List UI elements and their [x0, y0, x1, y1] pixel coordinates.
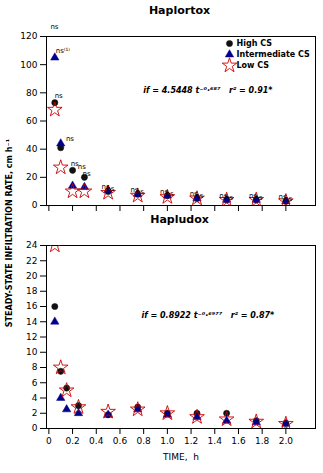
svg-text:40: 40 — [26, 144, 38, 154]
svg-text:if = 4.5448 t⁻⁰·⁶⁸⁷ r² = 0.9: if = 4.5448 t⁻⁰·⁶⁸⁷ r² = 0.91* — [143, 86, 273, 95]
svg-text:ns⁽¹⁾: ns⁽¹⁾ — [56, 47, 71, 55]
svg-text:ns: ns — [160, 187, 169, 196]
svg-text:10: 10 — [26, 347, 38, 357]
svg-text:TIME, h: TIME, h — [162, 452, 199, 462]
svg-text:if = 0.8922 t⁻⁰·⁶⁹⁷⁷ r² = 0.: if = 0.8922 t⁻⁰·⁶⁹⁷⁷ r² = 0.87* — [142, 311, 276, 320]
svg-text:ns: ns — [195, 192, 203, 200]
svg-text:6: 6 — [32, 378, 38, 388]
svg-text:STEADY-STATE INFILTRATION RATE: STEADY-STATE INFILTRATION RATE, cm h⁻¹ — [5, 138, 14, 327]
svg-text:ns: ns — [55, 92, 63, 100]
svg-text:8: 8 — [32, 362, 38, 372]
svg-text:2.0: 2.0 — [279, 436, 294, 446]
svg-text:16: 16 — [26, 301, 38, 311]
html-text:nsns: nsns — [70, 160, 86, 171]
svg-text:Intermediate CS: Intermediate CS — [237, 50, 311, 59]
svg-text:ns: ns — [284, 195, 292, 203]
svg-text:ns: ns — [66, 135, 74, 143]
svg-text:1.4: 1.4 — [208, 436, 223, 446]
svg-text:14: 14 — [26, 317, 38, 327]
svg-text:0.8: 0.8 — [137, 436, 152, 446]
svg-text:ns: ns — [165, 190, 173, 198]
svg-text:ns: ns — [278, 192, 287, 201]
svg-text:1.8: 1.8 — [255, 436, 270, 446]
svg-text:20: 20 — [26, 172, 38, 182]
svg-text:0: 0 — [32, 423, 38, 433]
svg-text:0: 0 — [32, 200, 38, 210]
svg-text:1.0: 1.0 — [160, 436, 175, 446]
svg-text:22: 22 — [26, 256, 37, 266]
svg-text:ns: ns — [50, 23, 58, 31]
html-text:Hapludox: Hapludox — [150, 213, 209, 226]
svg-text:0: 0 — [46, 436, 52, 446]
svg-text:ns: ns — [219, 192, 228, 201]
svg-text:ns: ns — [248, 192, 257, 201]
svg-text:ns: ns — [225, 194, 233, 202]
svg-text:1.2: 1.2 — [184, 436, 198, 446]
svg-text:18: 18 — [26, 286, 38, 296]
svg-text:ns: ns — [106, 185, 114, 193]
svg-text:80: 80 — [26, 88, 38, 98]
svg-text:2: 2 — [32, 408, 38, 418]
svg-text:Low CS: Low CS — [237, 61, 270, 70]
svg-text:ns: ns — [130, 186, 139, 195]
svg-text:60: 60 — [26, 116, 38, 126]
svg-text:ns: ns — [136, 188, 144, 196]
svg-text:ns: ns — [83, 170, 91, 178]
svg-text:100: 100 — [20, 60, 37, 70]
svg-text:ns: ns — [189, 190, 198, 199]
svg-text:12: 12 — [26, 332, 37, 342]
html-text:Haplortox: Haplortox — [148, 4, 211, 17]
svg-text:24: 24 — [26, 240, 38, 250]
svg-text:ns: ns — [254, 194, 262, 202]
svg-text:120: 120 — [20, 31, 37, 41]
svg-text:0.2: 0.2 — [65, 436, 79, 446]
svg-text:1.6: 1.6 — [231, 436, 246, 446]
svg-text:0.6: 0.6 — [113, 436, 128, 446]
svg-text:20: 20 — [26, 271, 38, 281]
svg-text:0.4: 0.4 — [89, 436, 104, 446]
svg-text:4: 4 — [32, 393, 38, 403]
svg-text:High CS: High CS — [237, 39, 273, 48]
